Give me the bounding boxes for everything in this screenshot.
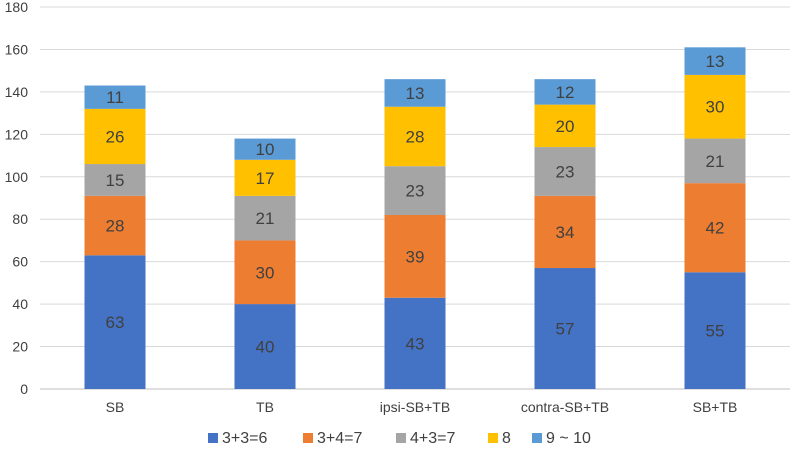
legend-swatch (488, 433, 498, 443)
legend-swatch (208, 433, 218, 443)
y-tick-label: 40 (12, 296, 28, 312)
data-label: 28 (106, 217, 125, 236)
bar-segment (384, 297, 446, 389)
bar-segment (684, 272, 746, 389)
bar-segment (534, 195, 596, 269)
data-label: 28 (406, 127, 425, 146)
data-label: 13 (706, 52, 725, 71)
data-labels: 63 28 15 26 11 40 30 21 17 10 43 39 23 28 13 57 34 23 20 12… (106, 52, 725, 356)
data-label: 57 (556, 320, 575, 339)
bar-segment (84, 164, 146, 196)
bar-segment (84, 85, 146, 109)
bar-segment (684, 138, 746, 184)
bar-segment (534, 268, 596, 389)
legend: 3+3=6 3+4=7 4+3=7 8 9 ~ 10 (208, 430, 591, 447)
bar-segment (84, 108, 146, 165)
bar-segment (384, 79, 446, 107)
bar-segment (684, 183, 746, 273)
data-label: 30 (706, 98, 725, 117)
data-label: 55 (706, 322, 725, 341)
data-label: 13 (406, 84, 425, 103)
bar-segment (534, 79, 596, 105)
data-label: 20 (556, 117, 575, 136)
x-category-label: ipsi-SB+TB (380, 399, 450, 415)
y-tick-label: 20 (12, 339, 28, 355)
data-label: 30 (256, 263, 275, 282)
legend-label: 4+3=7 (410, 430, 455, 447)
data-label: 15 (106, 171, 125, 190)
bar-segment (384, 214, 446, 298)
legend-label: 3+4=7 (317, 430, 362, 447)
data-label: 10 (256, 140, 275, 159)
data-label: 26 (106, 127, 125, 146)
x-category-label: SB (106, 399, 125, 415)
x-category-label: SB+TB (693, 399, 738, 415)
legend-label: 3+3=6 (222, 430, 267, 447)
bar-segment (234, 240, 296, 305)
bars (84, 47, 746, 389)
y-tick-label: 100 (5, 169, 29, 185)
bar-segment (684, 74, 746, 139)
y-tick-label: 180 (5, 0, 29, 15)
bar-segment (534, 104, 596, 148)
y-tick-label: 120 (5, 126, 29, 142)
y-tick-label: 160 (5, 41, 29, 57)
y-tick-label: 80 (12, 211, 28, 227)
data-label: 17 (256, 169, 275, 188)
legend-swatch (303, 433, 313, 443)
bar-segment (234, 159, 296, 196)
y-tick-label: 60 (12, 254, 28, 270)
bar-segment (234, 304, 296, 389)
data-label: 34 (556, 223, 575, 242)
data-label: 23 (406, 182, 425, 201)
data-label: 43 (406, 334, 425, 353)
data-label: 12 (556, 83, 575, 102)
data-label: 11 (106, 88, 124, 107)
bar-segment (684, 47, 746, 75)
y-tick-label: 0 (20, 381, 28, 397)
x-category-label: contra-SB+TB (521, 399, 609, 415)
legend-swatch (532, 433, 542, 443)
x-axis-categories: SB TB ipsi-SB+TB contra-SB+TB SB+TB (106, 399, 738, 415)
bar-segment (84, 255, 146, 389)
data-label: 21 (706, 152, 725, 171)
data-label: 40 (256, 338, 275, 357)
data-label: 23 (556, 162, 575, 181)
y-tick-label: 140 (5, 84, 29, 100)
y-axis-ticks: 0 20 40 60 80 100 120 140 160 180 (5, 0, 29, 397)
bar-segment (84, 195, 146, 256)
legend-label: 8 (502, 430, 511, 447)
bar-segment (234, 195, 296, 241)
data-label: 42 (706, 219, 725, 238)
data-label: 39 (406, 247, 425, 266)
data-label: 21 (256, 209, 275, 228)
bar-segment (384, 106, 446, 167)
legend-label: 9 ~ 10 (546, 430, 591, 447)
bar-segment (384, 166, 446, 215)
bar-segment (534, 147, 596, 196)
x-category-label: TB (256, 399, 274, 415)
data-label: 63 (106, 313, 125, 332)
legend-swatch (396, 433, 406, 443)
bar-segment (234, 138, 296, 160)
